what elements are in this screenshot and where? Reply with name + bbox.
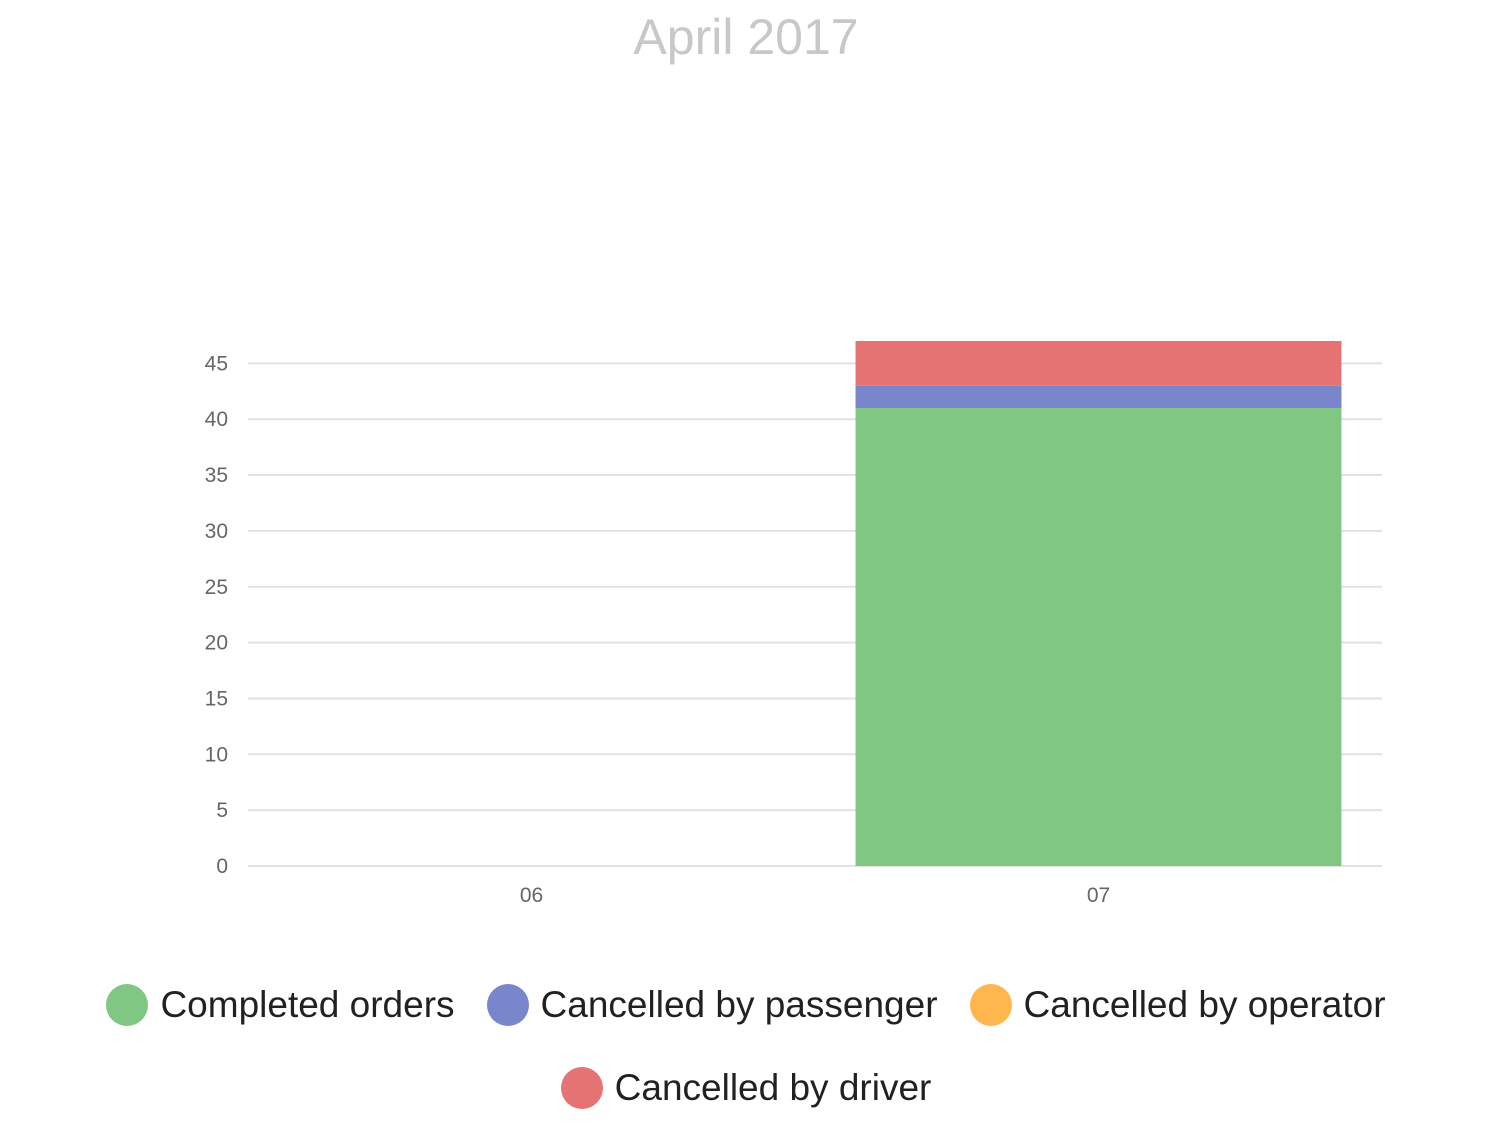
y-tick-label: 15 [205,687,228,710]
bars [855,341,1342,866]
legend-item-cancelled-by-driver[interactable]: Cancelled by driver [560,1067,932,1109]
legend-swatch [486,984,529,1026]
chart-title: April 2017 [633,9,859,65]
legend: Completed orders Cancelled by passenger … [0,984,1492,1026]
legend-swatch [969,984,1012,1026]
y-tick-label: 45 [205,352,228,375]
legend-swatch [106,984,149,1026]
bar-segment [855,341,1342,386]
legend-item-cancelled-by-passenger[interactable]: Cancelled by passenger [486,984,938,1026]
bar-segment [855,408,1342,866]
legend-row-2: Cancelled by driver [0,1067,1492,1109]
legend-label: Cancelled by operator [1023,984,1386,1025]
x-tick-label: 07 [1087,884,1110,907]
x-tick-label: 06 [520,884,543,907]
chart-plot: 0 5 10 15 20 25 30 35 40 45 06 07 [205,341,1382,907]
y-tick-label: 30 [205,520,228,543]
y-tick-label: 10 [205,743,228,766]
y-tick-label: 25 [205,576,228,599]
legend-label: Completed orders [160,984,455,1025]
legend-item-cancelled-by-operator[interactable]: Cancelled by operator [969,984,1386,1026]
y-tick-label: 0 [216,855,228,878]
bar-segment [855,385,1342,409]
legend-swatch [560,1067,603,1109]
y-axis: 0 5 10 15 20 25 30 35 40 45 [205,352,228,878]
y-tick-label: 35 [205,464,228,487]
legend-label: Cancelled by passenger [540,984,938,1025]
y-tick-label: 40 [205,408,228,431]
y-tick-label: 5 [216,799,228,822]
x-axis: 06 07 [520,884,1110,907]
y-tick-label: 20 [205,632,228,655]
legend-label: Cancelled by driver [614,1067,932,1108]
legend-item-completed-orders[interactable]: Completed orders [106,984,455,1026]
